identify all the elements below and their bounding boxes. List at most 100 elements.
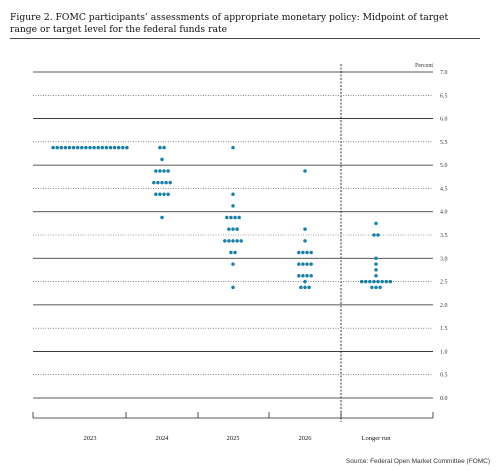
dot-2023-5-375 — [67, 145, 72, 150]
dot-2023-5-375 — [100, 145, 105, 150]
dot-2026-2-625 — [301, 274, 305, 278]
dot-2023-5-375 — [55, 145, 59, 150]
x-category-2026: 2026 — [299, 435, 313, 442]
y-tick-5-0: 5.0 — [440, 163, 448, 169]
dot-2025-5-375 — [231, 145, 235, 150]
dot-2024-4-625 — [156, 180, 160, 185]
dot-longer-run-2-5 — [368, 279, 372, 284]
dot-2025-2-875 — [231, 262, 235, 266]
dot-2026-2-875 — [309, 262, 313, 266]
dot-2026-3-625 — [303, 227, 307, 231]
dot-2026-4-875 — [303, 169, 307, 173]
y-tick-6-0: 6.0 — [440, 117, 448, 123]
y-tick-3-5: 3.5 — [440, 233, 448, 239]
dot-longer-run-2-875 — [374, 262, 378, 266]
dot-2025-3-375 — [227, 239, 231, 243]
y-axis-label: Percent — [415, 63, 433, 69]
dot-longer-run-2-375 — [374, 285, 378, 290]
dot-2025-3-125 — [233, 250, 237, 255]
figure-title: Figure 2. FOMC participants’ assessments… — [10, 12, 449, 35]
y-tick-0-5: 0.5 — [440, 373, 448, 379]
dot-2025-3-625 — [235, 227, 239, 231]
y-tick-1-0: 1.0 — [440, 349, 448, 355]
dot-2024-4-875 — [162, 169, 166, 173]
dot-longer-run-2-5 — [364, 279, 368, 284]
dot-2023-5-375 — [80, 145, 84, 150]
dot-longer-run-2-5 — [372, 279, 376, 284]
dot-2023-5-375 — [108, 145, 113, 150]
dot-longer-run-2-5 — [359, 279, 364, 284]
dot-2023-5-375 — [51, 145, 55, 150]
dot-2026-2-375 — [299, 285, 303, 290]
dot-2023-5-375 — [125, 145, 129, 150]
dot-2024-4-375 — [154, 192, 158, 196]
x-axis — [32, 412, 434, 419]
dot-2026-2-5 — [303, 279, 307, 284]
dot-2024-4-875 — [154, 169, 158, 173]
dots — [51, 145, 393, 290]
y-tick-4-5: 4.5 — [440, 186, 448, 192]
dot-2023-5-375 — [96, 145, 100, 150]
dot-2025-3-875 — [229, 215, 233, 220]
x-category-longer-run: Longer run — [361, 435, 391, 442]
dot-2026-2-875 — [305, 262, 309, 266]
dot-2025-4-375 — [231, 192, 235, 196]
x-category-2024: 2024 — [156, 435, 170, 442]
dot-2024-4-625 — [168, 180, 172, 185]
dot-longer-run-3-75 — [374, 221, 378, 226]
dot-longer-run-2-5 — [388, 279, 393, 284]
dot-2024-4-375 — [162, 192, 166, 196]
dot-2023-5-375 — [75, 145, 80, 150]
dot-2024-4-625 — [164, 180, 168, 185]
y-tick-1-5: 1.5 — [440, 326, 448, 332]
dot-2025-3-375 — [239, 239, 243, 243]
dot-2024-5-125 — [160, 157, 164, 162]
y-tick-labels: 0.0 0.5 1.0 1.5 2.0 2.5 3.0 3.5 4.0 4.5 5.0 5.5 6.0 6… — [440, 70, 448, 402]
dot-2025-3-625 — [231, 227, 235, 231]
dot-longer-run-3 — [374, 256, 378, 261]
dot-longer-run-2-5 — [380, 279, 384, 284]
dot-2026-2-625 — [309, 274, 313, 278]
dot-2023-5-375 — [92, 145, 96, 150]
dot-longer-run-3-5 — [376, 233, 380, 237]
dot-2026-2-625 — [305, 274, 309, 278]
dot-longer-run-2-5 — [384, 279, 388, 284]
dot-2026-2-375 — [307, 285, 311, 290]
dot-2026-2-625 — [297, 274, 301, 278]
dot-2023-5-375 — [88, 145, 92, 150]
dot-2025-4-125 — [231, 204, 235, 208]
dot-2026-2-375 — [303, 285, 307, 290]
dot-2024-5-375 — [158, 145, 162, 150]
dot-2025-3-875 — [225, 215, 229, 220]
dot-2024-5-375 — [162, 145, 166, 150]
dot-2025-3-875 — [237, 215, 241, 220]
dot-2023-5-375 — [84, 145, 88, 150]
dot-2023-5-375 — [116, 145, 121, 150]
dot-longer-run-2-375 — [378, 285, 382, 290]
dot-2023-5-375 — [63, 145, 68, 150]
source-note: Source: Federal Open Market Committee (F… — [345, 458, 490, 465]
dot-longer-run-2-625 — [374, 274, 378, 278]
dot-2024-3-875 — [160, 215, 164, 220]
dot-2024-4-375 — [158, 192, 162, 196]
dot-2026-2-875 — [301, 262, 305, 266]
dot-2024-4-625 — [160, 180, 164, 185]
dot-2025-3-375 — [231, 239, 235, 243]
x-category-2025: 2025 — [227, 435, 240, 442]
dot-2026-3-125 — [301, 250, 305, 255]
dot-2026-2-875 — [297, 262, 301, 266]
dot-longer-run-3-5 — [372, 233, 376, 237]
x-category-2023: 2023 — [84, 435, 97, 442]
dot-2025-3-125 — [229, 250, 233, 255]
dot-2026-3-125 — [309, 250, 313, 255]
dot-2026-3-375 — [303, 239, 307, 243]
dot-2023-5-375 — [112, 145, 117, 150]
dot-2025-3-625 — [227, 227, 231, 231]
y-tick-2-0: 2.0 — [440, 303, 448, 309]
grid-lines — [33, 71, 433, 399]
y-tick-7-0: 7.0 — [440, 70, 448, 76]
dot-longer-run-2-375 — [370, 285, 374, 290]
y-tick-0-0: 0.0 — [440, 396, 448, 402]
dot-2024-4-625 — [152, 180, 156, 185]
